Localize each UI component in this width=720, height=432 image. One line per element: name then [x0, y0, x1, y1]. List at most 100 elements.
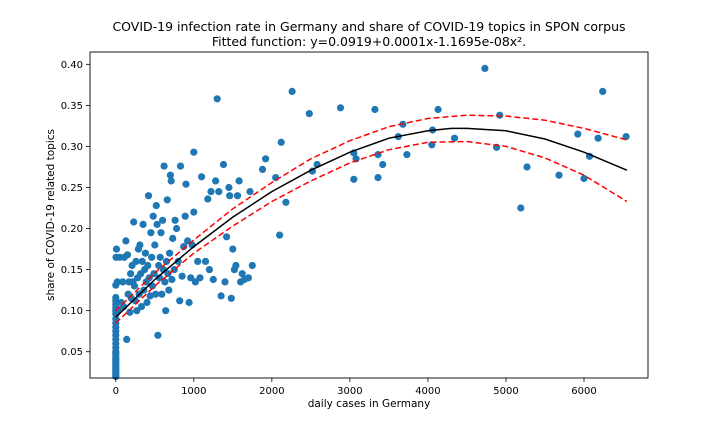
data-point — [223, 233, 231, 241]
data-point — [517, 204, 525, 212]
data-point — [523, 163, 531, 171]
data-point — [580, 174, 588, 183]
data-point — [149, 212, 157, 220]
data-point — [157, 229, 165, 237]
data-point — [258, 165, 267, 173]
data-point — [155, 261, 163, 270]
y-tick-label: 0.35 — [61, 101, 83, 112]
x-tick-label: 4000 — [415, 386, 440, 397]
data-point — [130, 282, 139, 290]
data-point — [622, 133, 630, 141]
data-point — [282, 198, 290, 206]
data-point — [126, 308, 134, 316]
data-point — [450, 134, 459, 142]
data-point — [219, 160, 228, 169]
chart-title: COVID-19 infection rate in Germany and s… — [112, 19, 625, 34]
data-point — [238, 270, 246, 278]
data-point — [176, 297, 184, 305]
data-point — [161, 278, 169, 286]
data-point — [226, 192, 234, 200]
axis-ticks: 0 1000 2000 3000 4000 5000 6000 0.05 0.10 0.15 0.2… — [61, 60, 597, 397]
data-point — [272, 174, 280, 182]
data-point — [127, 270, 135, 278]
data-point — [148, 253, 156, 261]
data-point — [162, 307, 170, 315]
data-point — [156, 253, 164, 261]
data-point — [167, 177, 175, 185]
data-point — [350, 175, 358, 183]
data-point — [232, 261, 240, 270]
data-point — [153, 220, 161, 228]
data-point — [185, 298, 193, 307]
data-point — [217, 292, 225, 300]
data-point — [162, 257, 171, 265]
data-point — [169, 234, 177, 242]
data-point — [246, 188, 254, 196]
data-point — [141, 249, 149, 257]
data-point — [277, 138, 285, 146]
data-point — [151, 241, 159, 249]
y-tick-label: 0.20 — [61, 224, 83, 235]
data-point — [138, 257, 146, 265]
data-point — [173, 224, 181, 233]
data-point — [143, 298, 151, 307]
data-point — [164, 270, 172, 278]
data-point — [163, 196, 171, 204]
data-point — [481, 64, 489, 72]
data-point — [190, 148, 198, 156]
data-point — [201, 257, 210, 265]
data-point — [174, 257, 182, 265]
data-point — [165, 286, 173, 294]
data-point — [233, 192, 242, 200]
data-point — [123, 251, 132, 259]
data-point — [152, 202, 160, 210]
plot-frame — [89, 51, 649, 379]
data-point — [191, 278, 199, 286]
data-point — [205, 266, 213, 274]
x-tick-label: 1000 — [181, 386, 206, 397]
data-point — [171, 216, 179, 224]
data-point — [178, 272, 186, 280]
data-point — [221, 278, 229, 286]
y-tick-label: 0.10 — [61, 306, 83, 317]
data-point — [122, 237, 130, 245]
data-point — [212, 177, 220, 185]
data-point — [160, 162, 168, 170]
data-point — [594, 134, 602, 142]
data-point — [555, 171, 563, 179]
data-point — [379, 160, 387, 169]
data-point — [403, 151, 411, 159]
data-point — [434, 105, 442, 114]
y-tick-label: 0.25 — [61, 183, 83, 194]
data-point — [180, 243, 188, 251]
y-tick-label: 0.40 — [61, 60, 83, 71]
data-point — [146, 292, 154, 300]
data-point — [184, 237, 192, 245]
data-point — [130, 218, 138, 226]
fit-line — [115, 127, 628, 318]
data-point — [155, 274, 164, 282]
data-point — [181, 212, 189, 220]
data-point — [599, 87, 607, 95]
x-tick-label: 6000 — [571, 386, 596, 397]
x-tick-label: 3000 — [337, 386, 362, 397]
data-point — [112, 245, 121, 253]
y-tick-label: 0.15 — [61, 265, 83, 276]
data-point — [166, 249, 174, 257]
data-point — [154, 331, 162, 339]
y-axis-label: share of COVID-19 related topics — [45, 129, 57, 301]
data-point — [227, 294, 235, 302]
data-point — [119, 278, 127, 286]
data-point — [371, 105, 379, 114]
data-point — [244, 274, 252, 282]
x-tick-label: 5000 — [493, 386, 518, 397]
data-point — [158, 290, 166, 298]
data-point — [374, 174, 382, 182]
data-point — [144, 261, 152, 270]
data-point — [152, 290, 160, 298]
data-point — [428, 141, 436, 149]
data-point — [187, 274, 195, 282]
data-point — [276, 231, 284, 239]
data-point — [229, 245, 237, 253]
